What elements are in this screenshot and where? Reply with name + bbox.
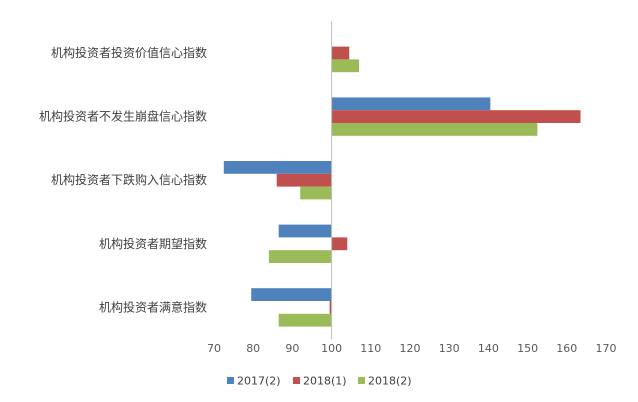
bar-2018(2): [268, 250, 332, 263]
x-tick-label: 110: [360, 342, 381, 355]
x-tick-label: 140: [478, 342, 499, 355]
bar-2018(1): [329, 301, 332, 314]
x-tick-label: 70: [207, 342, 221, 355]
bar-2018(1): [331, 46, 350, 60]
category-label: 机构投资者下跌购入信心指数: [51, 172, 207, 187]
bar-2018(1): [331, 110, 581, 123]
legend: 2017(2) 2018(1) 2018(2): [227, 375, 412, 388]
x-tick-label: 170: [596, 342, 617, 355]
x-tick-label: 80: [246, 342, 260, 355]
x-tick-label: 120: [400, 342, 421, 355]
category-label: 机构投资者期望指数: [99, 236, 207, 251]
category-label: 机构投资者投资价值信心指数: [51, 45, 207, 60]
bar-2017(2): [331, 97, 491, 111]
x-tick-label: 150: [517, 342, 538, 355]
bar-2018(1): [331, 237, 348, 251]
legend-label: 2017(2): [237, 375, 281, 388]
legend-swatch: [293, 377, 300, 384]
category-label: 机构投资者满意指数: [99, 299, 207, 314]
bar-2017(2): [223, 161, 332, 174]
category-labels: 机构投资者投资价值信心指数机构投资者不发生崩盘信心指数机构投资者下跌购入信心指数…: [39, 45, 207, 314]
x-tick-label: 90: [285, 342, 299, 355]
bar-2017(2): [251, 288, 332, 301]
bar-2018(2): [331, 59, 360, 73]
bar-2018(2): [300, 186, 332, 200]
bars: [223, 46, 581, 327]
legend-label: 2018(1): [303, 375, 347, 388]
bar-2018(1): [276, 173, 332, 187]
legend-label: 2018(2): [368, 375, 412, 388]
bar-2018(2): [331, 123, 538, 136]
legend-swatch: [227, 377, 234, 384]
x-tick-label: 130: [439, 342, 460, 355]
x-tick-label: 160: [556, 342, 577, 355]
bar-2018(2): [278, 313, 332, 327]
category-label: 机构投资者不发生崩盘信心指数: [39, 109, 207, 124]
x-axis-ticks: 70 80 90 100 110 120 130 140 150 160 170: [207, 342, 617, 355]
legend-swatch: [358, 377, 365, 384]
bar-2017(2): [278, 224, 332, 238]
x-tick-label: 100: [321, 342, 342, 355]
